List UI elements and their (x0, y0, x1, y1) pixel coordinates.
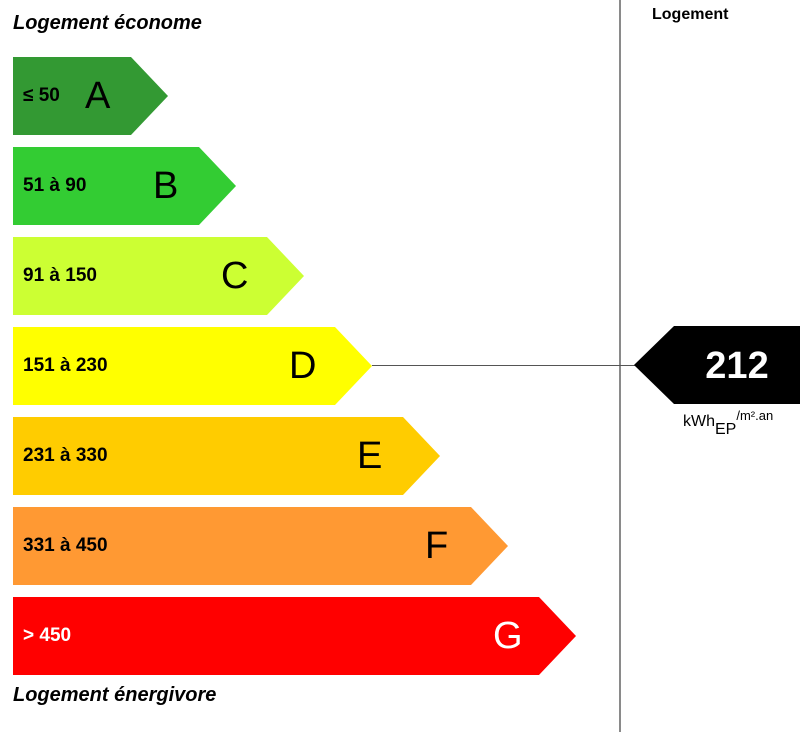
band-range-label: > 450 (23, 625, 72, 646)
band-a: ≤ 50 A (13, 57, 168, 135)
column-divider (619, 0, 621, 732)
band-g: > 450 G (13, 597, 576, 675)
band-arrow-shape (13, 237, 304, 315)
band-letter: C (221, 255, 249, 297)
band-fill (13, 327, 372, 405)
band-arrow-shape (13, 57, 168, 135)
band-arrow-shape (13, 327, 372, 405)
top-label-econome: Logement économe (13, 12, 202, 34)
band-range-label: 151 à 230 (23, 355, 108, 376)
band-range-label: 331 à 450 (23, 535, 108, 556)
band-range-label: 91 à 150 (23, 265, 97, 286)
indicator-unit: kWhEP/m².an (683, 408, 773, 439)
band-arrow-shape (13, 597, 576, 675)
band-f: 331 à 450 F (13, 507, 508, 585)
band-letter: B (153, 165, 179, 207)
band-c: 91 à 150 C (13, 237, 304, 315)
band-arrow-shape (13, 507, 508, 585)
band-fill (13, 597, 576, 675)
band-d: 151 à 230 D (13, 327, 372, 405)
indicator-value: 212 (705, 345, 769, 387)
band-fill (13, 237, 304, 315)
band-fill (13, 417, 440, 495)
band-fill (13, 507, 508, 585)
band-letter: A (85, 75, 111, 117)
band-letter: F (425, 525, 449, 567)
band-letter: E (357, 435, 383, 477)
bottom-label-energivore: Logement énergivore (13, 684, 217, 706)
column-header-logement: Logement (652, 6, 729, 23)
band-letter: G (493, 615, 523, 657)
indicator-arrow: 212 (634, 326, 800, 404)
band-fill (13, 57, 168, 135)
indicator-connector-line (372, 365, 636, 366)
unit-subscript: EP (715, 421, 737, 438)
indicator-arrow-shape (634, 326, 800, 404)
unit-main: kWh (683, 413, 715, 430)
band-fill (13, 147, 236, 225)
band-arrow-shape (13, 417, 440, 495)
band-b: 51 à 90 B (13, 147, 236, 225)
band-letter: D (289, 345, 317, 387)
unit-superscript: /m².an (736, 408, 774, 423)
band-range-label: ≤ 50 (23, 85, 60, 106)
energy-scale: ≤ 50 A 51 à 90 B 91 à 150 C 151 à 230 D 231 à 33… (13, 57, 576, 675)
band-range-label: 231 à 330 (23, 445, 108, 466)
band-range-label: 51 à 90 (23, 175, 87, 196)
band-e: 231 à 330 E (13, 417, 440, 495)
band-arrow-shape (13, 147, 236, 225)
